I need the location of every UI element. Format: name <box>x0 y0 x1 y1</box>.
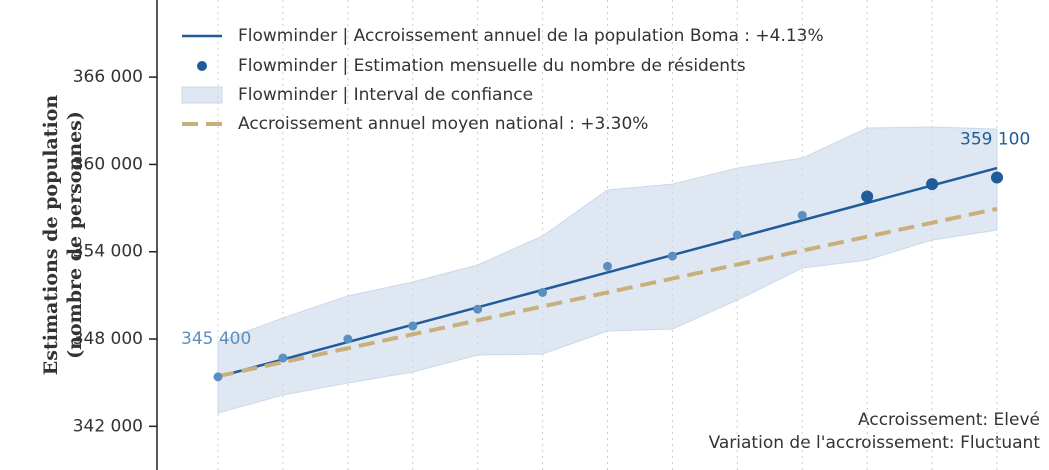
legend-label: Flowminder | Interval de confiance <box>238 85 533 105</box>
value-label: 345 400 <box>181 329 251 349</box>
point <box>343 334 353 344</box>
labels-layer: Flowminder | Accroissement annuel de la … <box>181 26 1030 349</box>
y-title-line: (nombre de personnes) <box>64 111 86 359</box>
y-tick-label: 348 000 <box>73 329 143 349</box>
legend-swatch <box>181 86 223 104</box>
legend-label: Flowminder | Accroissement annuel de la … <box>238 26 824 46</box>
value-label: 359 100 <box>960 130 1030 150</box>
annotation: Accroissement: Elevé <box>858 410 1040 430</box>
point <box>538 287 548 297</box>
series-line <box>217 206 998 379</box>
points-layer <box>213 171 1003 382</box>
legend-label: Flowminder | Estimation mensuelle du nom… <box>238 56 746 76</box>
y-tick-label: 342 000 <box>73 416 143 436</box>
y-tick-label: 354 000 <box>73 242 143 262</box>
point <box>991 171 1003 184</box>
point <box>473 304 483 314</box>
point <box>278 353 288 363</box>
y-tick-label: 360 000 <box>73 154 143 174</box>
legend-swatch <box>197 61 207 71</box>
annotation: Variation de l'accroissement: Fluctuant <box>709 433 1041 453</box>
point <box>732 230 742 240</box>
point <box>926 178 939 191</box>
point <box>213 372 223 382</box>
legend-label: Accroissement annuel moyen national : +3… <box>238 114 648 134</box>
point <box>408 321 418 331</box>
y-tick-label: 366 000 <box>73 67 143 87</box>
point <box>861 190 874 203</box>
point <box>667 251 677 261</box>
y-title: Estimations de population (nombre de per… <box>40 95 86 376</box>
y-title-line: Estimations de population <box>40 95 62 376</box>
point <box>603 261 612 271</box>
point <box>797 210 807 220</box>
